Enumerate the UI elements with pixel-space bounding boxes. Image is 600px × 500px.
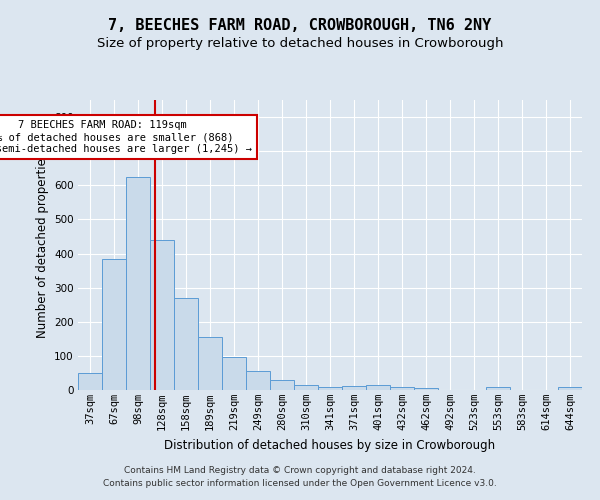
Bar — [390, 386, 414, 390]
Bar — [486, 388, 510, 390]
Bar — [126, 177, 150, 390]
Y-axis label: Number of detached properties: Number of detached properties — [35, 152, 49, 338]
Bar — [294, 385, 318, 390]
Bar — [78, 373, 102, 390]
Text: Size of property relative to detached houses in Crowborough: Size of property relative to detached ho… — [97, 38, 503, 51]
Text: 7, BEECHES FARM ROAD, CROWBOROUGH, TN6 2NY: 7, BEECHES FARM ROAD, CROWBOROUGH, TN6 2… — [109, 18, 491, 32]
Bar — [270, 380, 294, 390]
Bar — [366, 385, 390, 390]
Bar — [246, 371, 270, 390]
Text: 7 BEECHES FARM ROAD: 119sqm
← 41% of detached houses are smaller (868)
58% of se: 7 BEECHES FARM ROAD: 119sqm ← 41% of det… — [0, 120, 252, 154]
Bar — [558, 388, 582, 390]
Bar — [222, 356, 246, 390]
Bar — [342, 386, 366, 390]
X-axis label: Distribution of detached houses by size in Crowborough: Distribution of detached houses by size … — [164, 438, 496, 452]
Bar — [174, 298, 198, 390]
Bar — [102, 258, 126, 390]
Bar — [414, 388, 438, 390]
Bar — [150, 240, 174, 390]
Text: Contains HM Land Registry data © Crown copyright and database right 2024.
Contai: Contains HM Land Registry data © Crown c… — [103, 466, 497, 487]
Bar — [318, 386, 342, 390]
Bar — [198, 337, 222, 390]
